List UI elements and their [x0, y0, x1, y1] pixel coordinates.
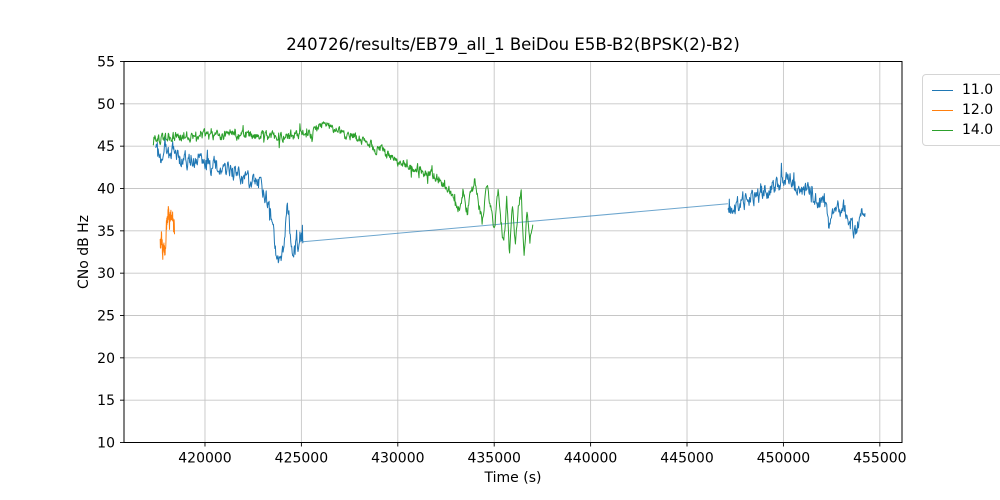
y-tick-label: 40 [97, 182, 115, 198]
series-line-11.0 [155, 137, 304, 264]
y-tick-label: 10 [97, 436, 115, 452]
legend-entry: 12.0 [932, 100, 1000, 120]
x-axis-label: Time (s) [484, 470, 542, 486]
x-tick-label: 450000 [757, 451, 810, 467]
legend-entry: 11.0 [932, 80, 1000, 100]
legend-entry-label: 11.0 [962, 82, 994, 98]
axes-frame [123, 61, 903, 443]
x-tick-label: 445000 [660, 451, 713, 467]
x-tick-label: 420000 [178, 451, 231, 467]
x-tick-label: 455000 [853, 451, 906, 467]
legend-line-sample [932, 129, 953, 131]
x-tick-label: 430000 [371, 451, 424, 467]
series-line-12.0 [159, 206, 175, 260]
legend-entry: 14.0 [932, 120, 1000, 140]
y-tick-label: 35 [97, 224, 115, 240]
y-tick-label: 15 [97, 393, 115, 409]
legend: 11.0 12.0 14.0 [922, 74, 1000, 146]
legend-line-sample [932, 89, 953, 91]
series-line-11.0 [302, 203, 728, 243]
legend-line-sample [932, 109, 953, 111]
y-tick-label: 45 [97, 139, 115, 155]
series-line-11.0 [727, 162, 866, 239]
y-tick-label: 25 [97, 309, 115, 325]
legend-entry-label: 12.0 [962, 102, 994, 118]
y-tick-label: 20 [97, 351, 115, 367]
x-tick-label: 425000 [275, 451, 328, 467]
legend-entry-label: 14.0 [962, 122, 994, 138]
x-tick-label: 435000 [467, 451, 520, 467]
x-tick-label: 440000 [564, 451, 617, 467]
y-tick-label: 55 [97, 55, 115, 71]
chart-title: 240726/results/EB79_all_1 BeiDou E5B-B2(… [286, 35, 740, 54]
y-tick-label: 50 [97, 97, 115, 113]
y-tick-label: 30 [97, 266, 115, 282]
series-line-14.0 [152, 121, 534, 256]
